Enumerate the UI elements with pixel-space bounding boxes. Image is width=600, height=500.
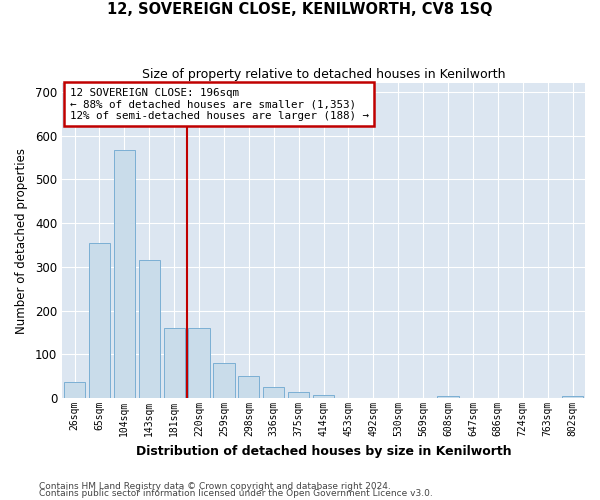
- Text: Contains public sector information licensed under the Open Government Licence v3: Contains public sector information licen…: [39, 489, 433, 498]
- Bar: [313, 394, 334, 398]
- Text: 12, SOVEREIGN CLOSE, KENILWORTH, CV8 1SQ: 12, SOVEREIGN CLOSE, KENILWORTH, CV8 1SQ: [107, 2, 493, 18]
- Bar: [214, 363, 235, 398]
- Text: 12 SOVEREIGN CLOSE: 196sqm
← 88% of detached houses are smaller (1,353)
12% of s: 12 SOVEREIGN CLOSE: 196sqm ← 88% of deta…: [70, 88, 369, 121]
- Bar: [288, 392, 309, 398]
- Bar: [64, 382, 85, 398]
- Bar: [437, 396, 458, 398]
- Title: Size of property relative to detached houses in Kenilworth: Size of property relative to detached ho…: [142, 68, 505, 80]
- Bar: [114, 150, 135, 398]
- Bar: [238, 376, 259, 398]
- Y-axis label: Number of detached properties: Number of detached properties: [15, 148, 28, 334]
- Bar: [89, 243, 110, 398]
- Bar: [139, 260, 160, 398]
- Text: Contains HM Land Registry data © Crown copyright and database right 2024.: Contains HM Land Registry data © Crown c…: [39, 482, 391, 491]
- Bar: [263, 387, 284, 398]
- Bar: [164, 328, 185, 398]
- Bar: [562, 396, 583, 398]
- X-axis label: Distribution of detached houses by size in Kenilworth: Distribution of detached houses by size …: [136, 444, 511, 458]
- Bar: [188, 328, 209, 398]
